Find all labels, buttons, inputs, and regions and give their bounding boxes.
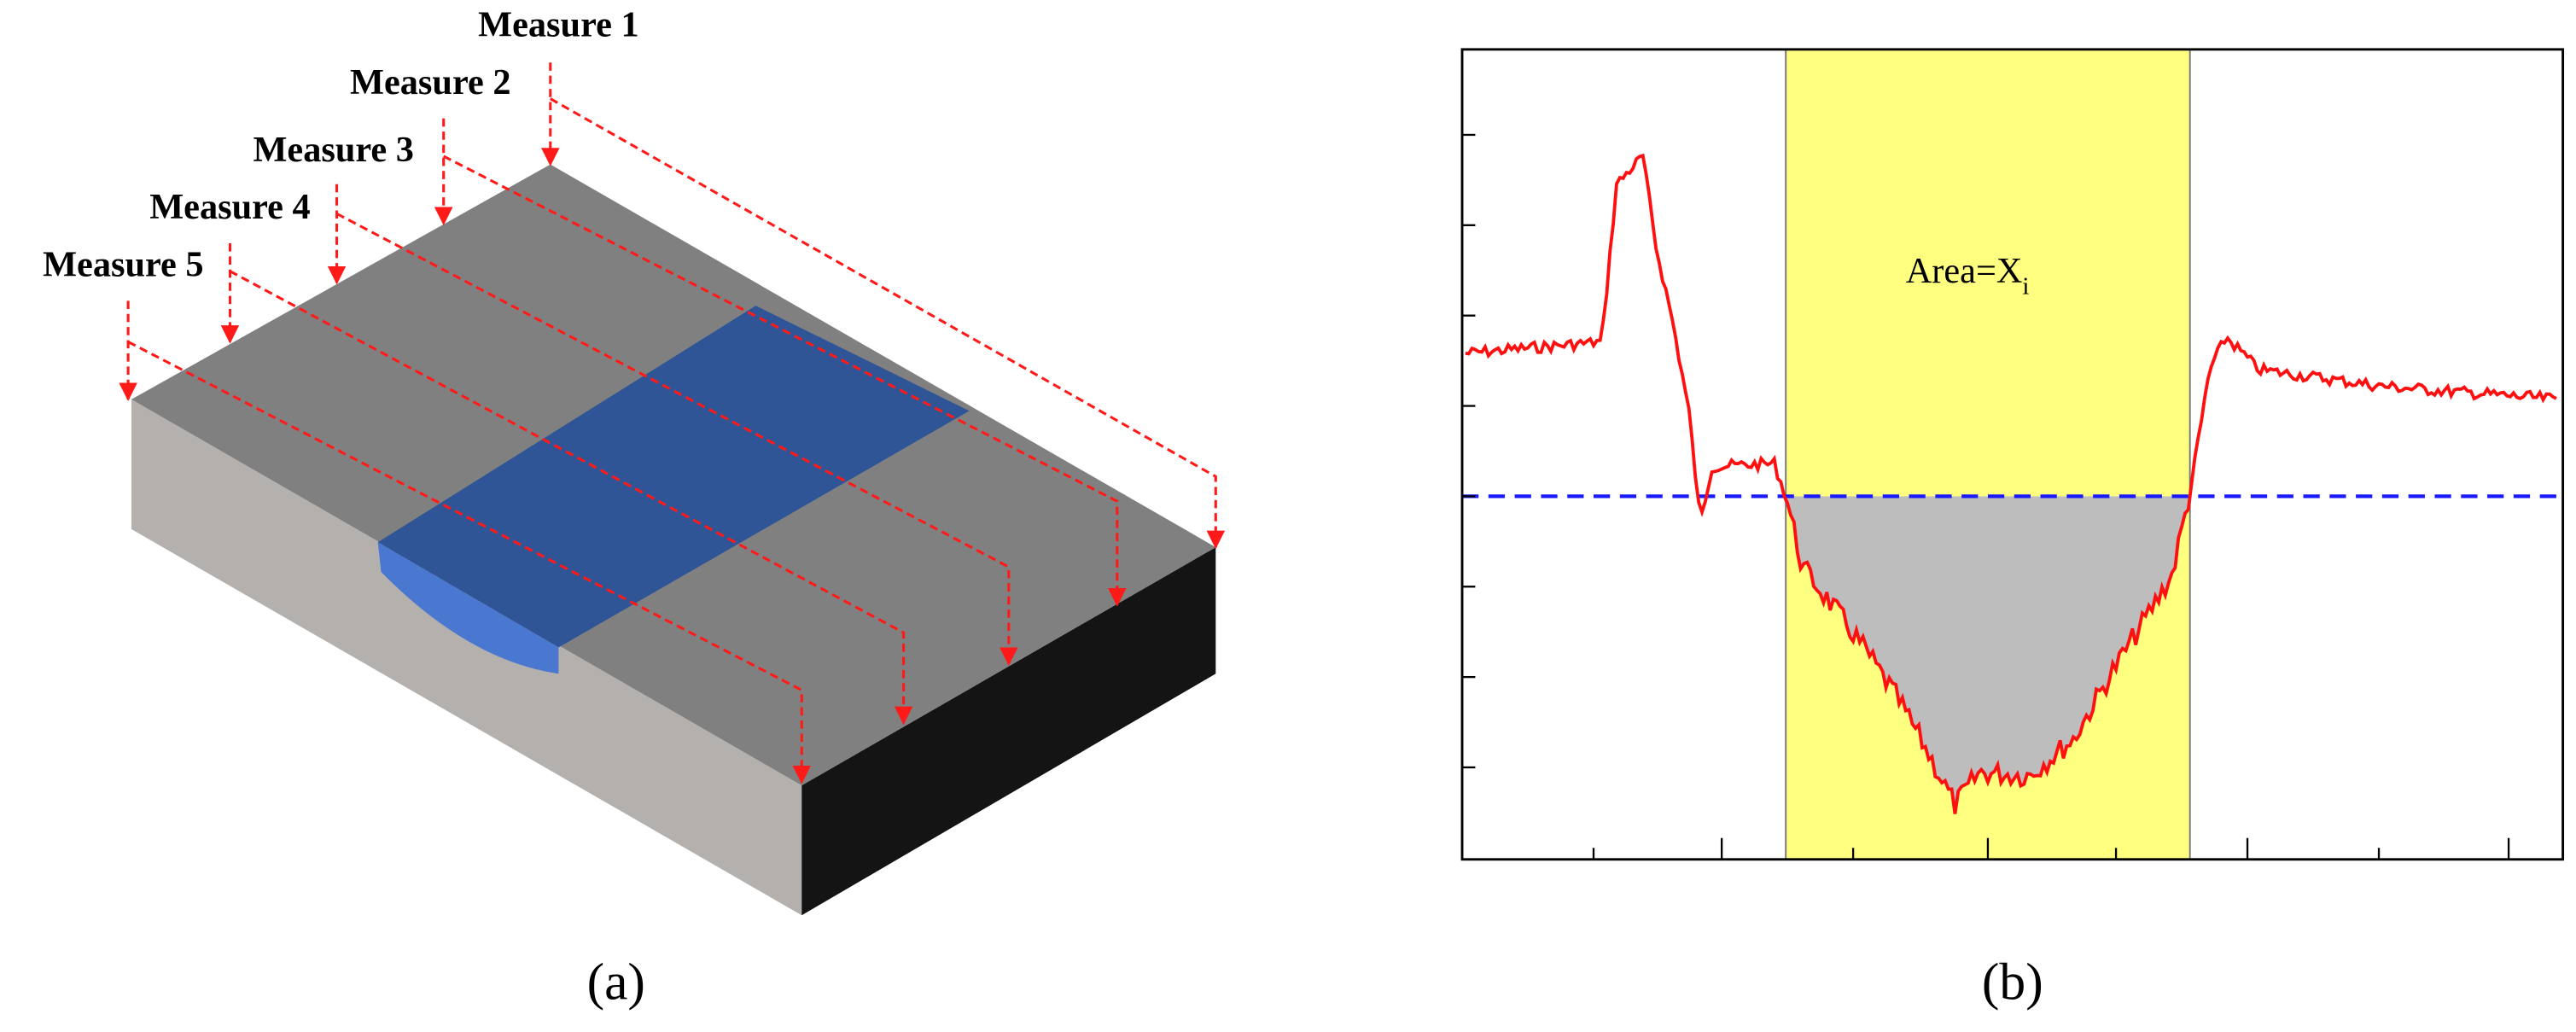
axes-frame bbox=[1460, 48, 2565, 861]
measure-path bbox=[229, 270, 913, 726]
weld-bead bbox=[377, 542, 559, 674]
caption: (b) bbox=[1982, 953, 2043, 1011]
block-end bbox=[801, 547, 1216, 916]
measure-label: Measure 3 bbox=[253, 130, 413, 170]
annotation-subscript: i bbox=[2022, 273, 2029, 300]
measure-path bbox=[442, 155, 1127, 607]
area-fill bbox=[1786, 496, 2190, 814]
profile-curve bbox=[1465, 153, 2557, 814]
panel-a: (a) Measure 1 Measure 2 Measure 3 Measure 4… bbox=[43, 4, 1226, 1011]
annotation: Area=Xi bbox=[1906, 251, 2030, 300]
measure-label: Measure 2 bbox=[350, 62, 510, 102]
measure-path bbox=[550, 97, 1226, 550]
block-side bbox=[131, 399, 802, 916]
caption: (a) bbox=[587, 953, 645, 1011]
annotation-text: Area=X bbox=[1906, 251, 2023, 291]
ticks bbox=[1462, 133, 2510, 860]
measure-label: Measure 5 bbox=[43, 244, 203, 284]
weld-band bbox=[377, 306, 970, 648]
measure-lines bbox=[119, 62, 1226, 784]
measure-path bbox=[127, 341, 812, 784]
measure-path bbox=[335, 212, 1018, 666]
measure-label: Measure 4 bbox=[149, 187, 310, 227]
panel-b: Area=Xi (b) bbox=[1460, 48, 2565, 1011]
measure-label: Measure 1 bbox=[478, 4, 638, 44]
